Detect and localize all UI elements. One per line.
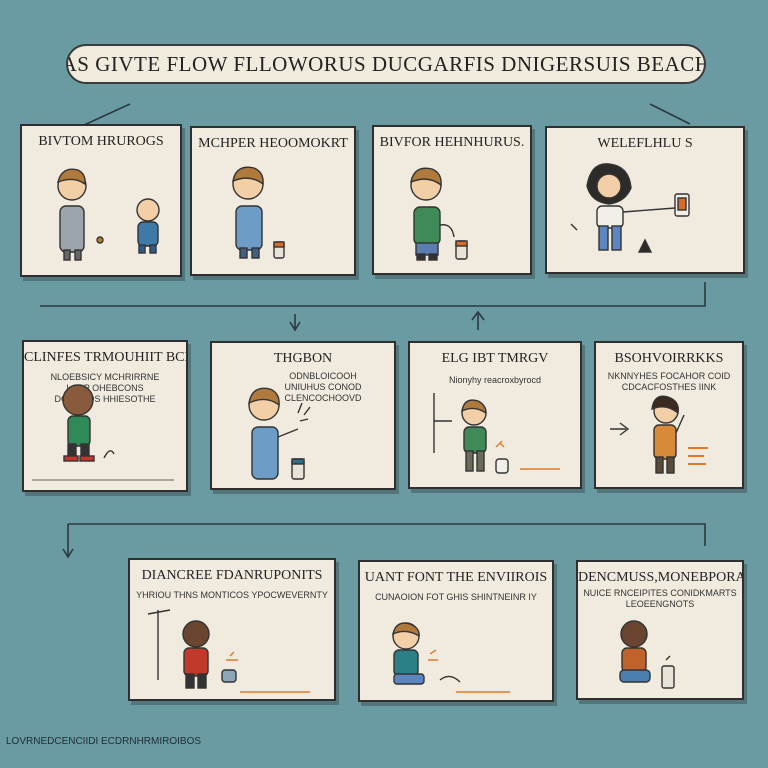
boy-with-bottle-illustration: [410, 167, 468, 261]
step-title: CLINFES TRMOUHIIT BCDO: [24, 350, 186, 365]
step-title: BIVFOR HEHNHURUS.: [379, 135, 525, 150]
child-bending-illustration: [32, 384, 174, 481]
step-panel-7: ELG IBT TMRGV Nionyhy reacroxbyrocd: [408, 341, 582, 489]
boy-with-jar-illustration: [232, 166, 285, 259]
boy-at-post-illustration: [433, 393, 560, 474]
step-title: BIVTOM HRUROGS: [38, 134, 164, 149]
step-caption: YHRIOU THNS MONTICOS YPOCWEVERNTY: [136, 590, 328, 600]
step-panel-6: THGBON ODNBLOICOOH UNIUHUS CONOD CLENCOC…: [210, 341, 396, 490]
step-panel-11: DENCMUSS,MONEBPORATE NUICE RNCEIPITES CO…: [576, 560, 744, 700]
footer-credit: LOVRNEDCENCIIDI ECDRNHRMIROIBOS: [6, 736, 202, 747]
step-panel-2: MCHPER HEOOMOKRT: [190, 126, 356, 276]
step-title: BSOHVOIRRKKS: [614, 351, 724, 366]
step-title: DIANCREE FDANRUPONITS: [141, 568, 323, 583]
step-panel-4: WELEFLHLU S: [545, 126, 745, 274]
step-title: UANT FONT THE ENVIIROIS: [364, 570, 548, 585]
step-title: ELG IBT TMRGV: [441, 351, 549, 366]
child-thinking-illustration: [610, 395, 708, 474]
step-caption: CUNAOION FOT GHIS SHINTNEINR IY: [375, 592, 537, 602]
step-title: WELEFLHLU S: [597, 136, 693, 151]
step-caption: NKNNYHES FOCAHOR COID CDCACFOSTHES IINK: [607, 371, 731, 392]
page-title: PLEAS GIVTE FLOW FLLOWORUS DUCGARFIS DNI…: [66, 44, 706, 84]
step-panel-8: BSOHVOIRRKKS NKNNYHES FOCAHOR COID CDCAC…: [594, 341, 744, 489]
child-sitting-illustration: [619, 620, 675, 689]
step-caption: Nionyhy reacroxbyrocd: [448, 375, 542, 385]
step-caption: NUICE RNCEIPITES CONIDKMARTS LEOEENGNOTS: [583, 588, 737, 609]
step-panel-9: DIANCREE FDANRUPONITS YHRIOU THNS MONTIC…: [128, 558, 336, 701]
child-kneeling-illustration: [392, 622, 510, 693]
step-panel-10: UANT FONT THE ENVIIROIS CUNAOION FOT GHI…: [358, 560, 554, 702]
step-panel-1: BIVTOM HRUROGS: [20, 124, 182, 277]
step-title: MCHPER HEOOMOKRT: [198, 136, 348, 151]
step-title: THGBON: [273, 351, 333, 366]
step-panel-3: BIVFOR HEHNHURUS.: [372, 125, 532, 275]
step-panel-5: CLINFES TRMOUHIIT BCDO NLOEBSICY MCHRIRR…: [22, 340, 188, 492]
girl-reaching-illustration: [570, 163, 690, 253]
step-title: DENCMUSS,MONEBPORATE: [578, 570, 742, 585]
boy-spraying-illustration: [248, 387, 311, 480]
step-caption: ODNBLOICOOH UNIUHUS CONOD CLENCOCHOOVD: [284, 371, 362, 403]
child-with-tools-illustration: [147, 609, 310, 693]
boy-and-toddler-illustration: [56, 168, 160, 261]
